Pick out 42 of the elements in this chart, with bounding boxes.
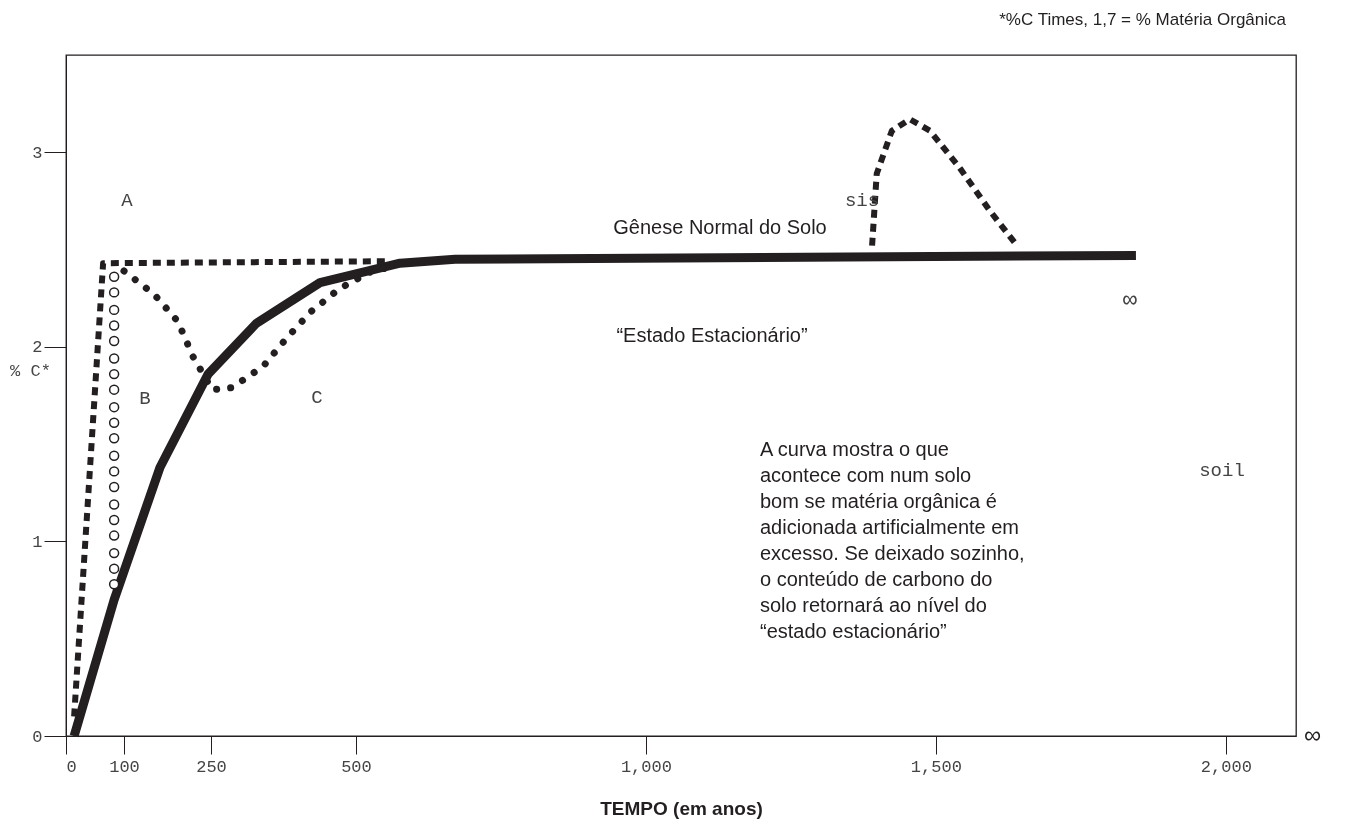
annotation: A curva mostra o que acontece com num solo bom se matéria orgânica é adicionada artificialmente em excesso. Se deixado sozinho, o conteúdo de carbono do solo retornará ao nível do “estado estacionário” [760, 438, 1025, 642]
y-tick-label: 3 [32, 143, 43, 163]
x-tick-label: 100 [109, 757, 140, 777]
point [108, 353, 120, 364]
annotation: A [121, 190, 134, 212]
point [108, 417, 120, 428]
x-tick-label: 250 [196, 757, 227, 777]
point [108, 320, 120, 331]
point [108, 287, 120, 298]
point [108, 335, 120, 347]
x-tick-label: 1,500 [910, 757, 962, 777]
annotation: Gênese Normal do Solo [613, 216, 827, 238]
x-tick-label: 500 [341, 757, 372, 777]
point [108, 450, 120, 462]
y-tick-label: 2 [32, 338, 43, 358]
point [108, 368, 120, 380]
point [108, 530, 120, 541]
point [108, 466, 120, 477]
x-tick-label: 0 [66, 757, 77, 777]
y-tick-label: 0 [32, 727, 43, 747]
point [108, 401, 120, 413]
y-axis-title: % C* [10, 362, 51, 381]
point [108, 481, 120, 493]
point [108, 563, 120, 574]
point [108, 547, 120, 559]
x-axis-title: TEMPO (em anos) [600, 797, 763, 819]
y-tick-label: 1 [32, 532, 43, 552]
point [108, 514, 120, 526]
annotation: “Estado Estacionário” [616, 324, 808, 346]
point [108, 384, 120, 395]
annotation: B [139, 388, 151, 410]
x-tick-label: 2,000 [1200, 757, 1252, 777]
annotation: soil [1199, 460, 1245, 482]
point [108, 271, 120, 283]
point [108, 304, 120, 316]
annotation: ∞ [1122, 287, 1138, 314]
text: ∞ [1304, 721, 1322, 748]
annotation: C [311, 387, 323, 409]
x-tick-label: 1,000 [620, 757, 672, 777]
point [108, 499, 120, 510]
point [108, 433, 120, 444]
text: *%C Times, 1,7 = % Matéria Orgânica [999, 10, 1287, 29]
